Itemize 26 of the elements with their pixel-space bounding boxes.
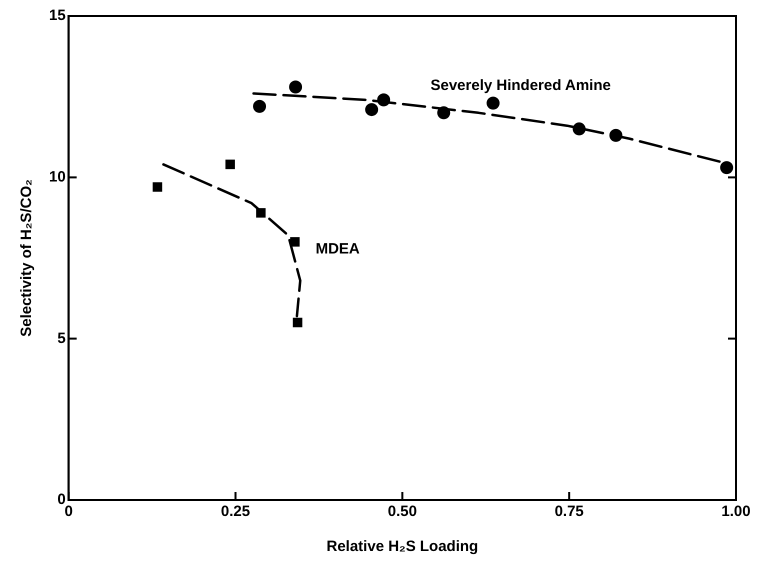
point bbox=[609, 128, 622, 142]
point bbox=[225, 160, 235, 170]
y-tick-label: 0 bbox=[57, 491, 66, 508]
point bbox=[256, 208, 266, 218]
point bbox=[289, 80, 302, 94]
x-axis-title: Relative H₂S Loading bbox=[326, 538, 478, 556]
point bbox=[720, 161, 734, 174]
y-axis-title: Selectivity of H₂S/CO₂ bbox=[18, 179, 36, 337]
point bbox=[253, 100, 266, 113]
x-tick-label: 0.25 bbox=[220, 503, 250, 520]
y-tick-label: 15 bbox=[48, 7, 66, 24]
point bbox=[377, 93, 390, 106]
point bbox=[486, 96, 500, 110]
point bbox=[572, 122, 586, 136]
x-tick-label: 0.50 bbox=[388, 503, 417, 520]
point bbox=[437, 106, 450, 120]
point bbox=[290, 237, 300, 247]
point bbox=[292, 318, 302, 328]
y-tick-label: 10 bbox=[48, 168, 66, 186]
series-label: Severely Hindered Amine bbox=[430, 76, 611, 94]
point bbox=[365, 103, 378, 116]
y-tick-label: 5 bbox=[57, 330, 66, 347]
series-label: MDEA bbox=[316, 240, 360, 258]
x-tick-label: 1.00 bbox=[721, 503, 751, 520]
point bbox=[152, 182, 162, 192]
x-tick-label: 0.75 bbox=[554, 503, 584, 520]
